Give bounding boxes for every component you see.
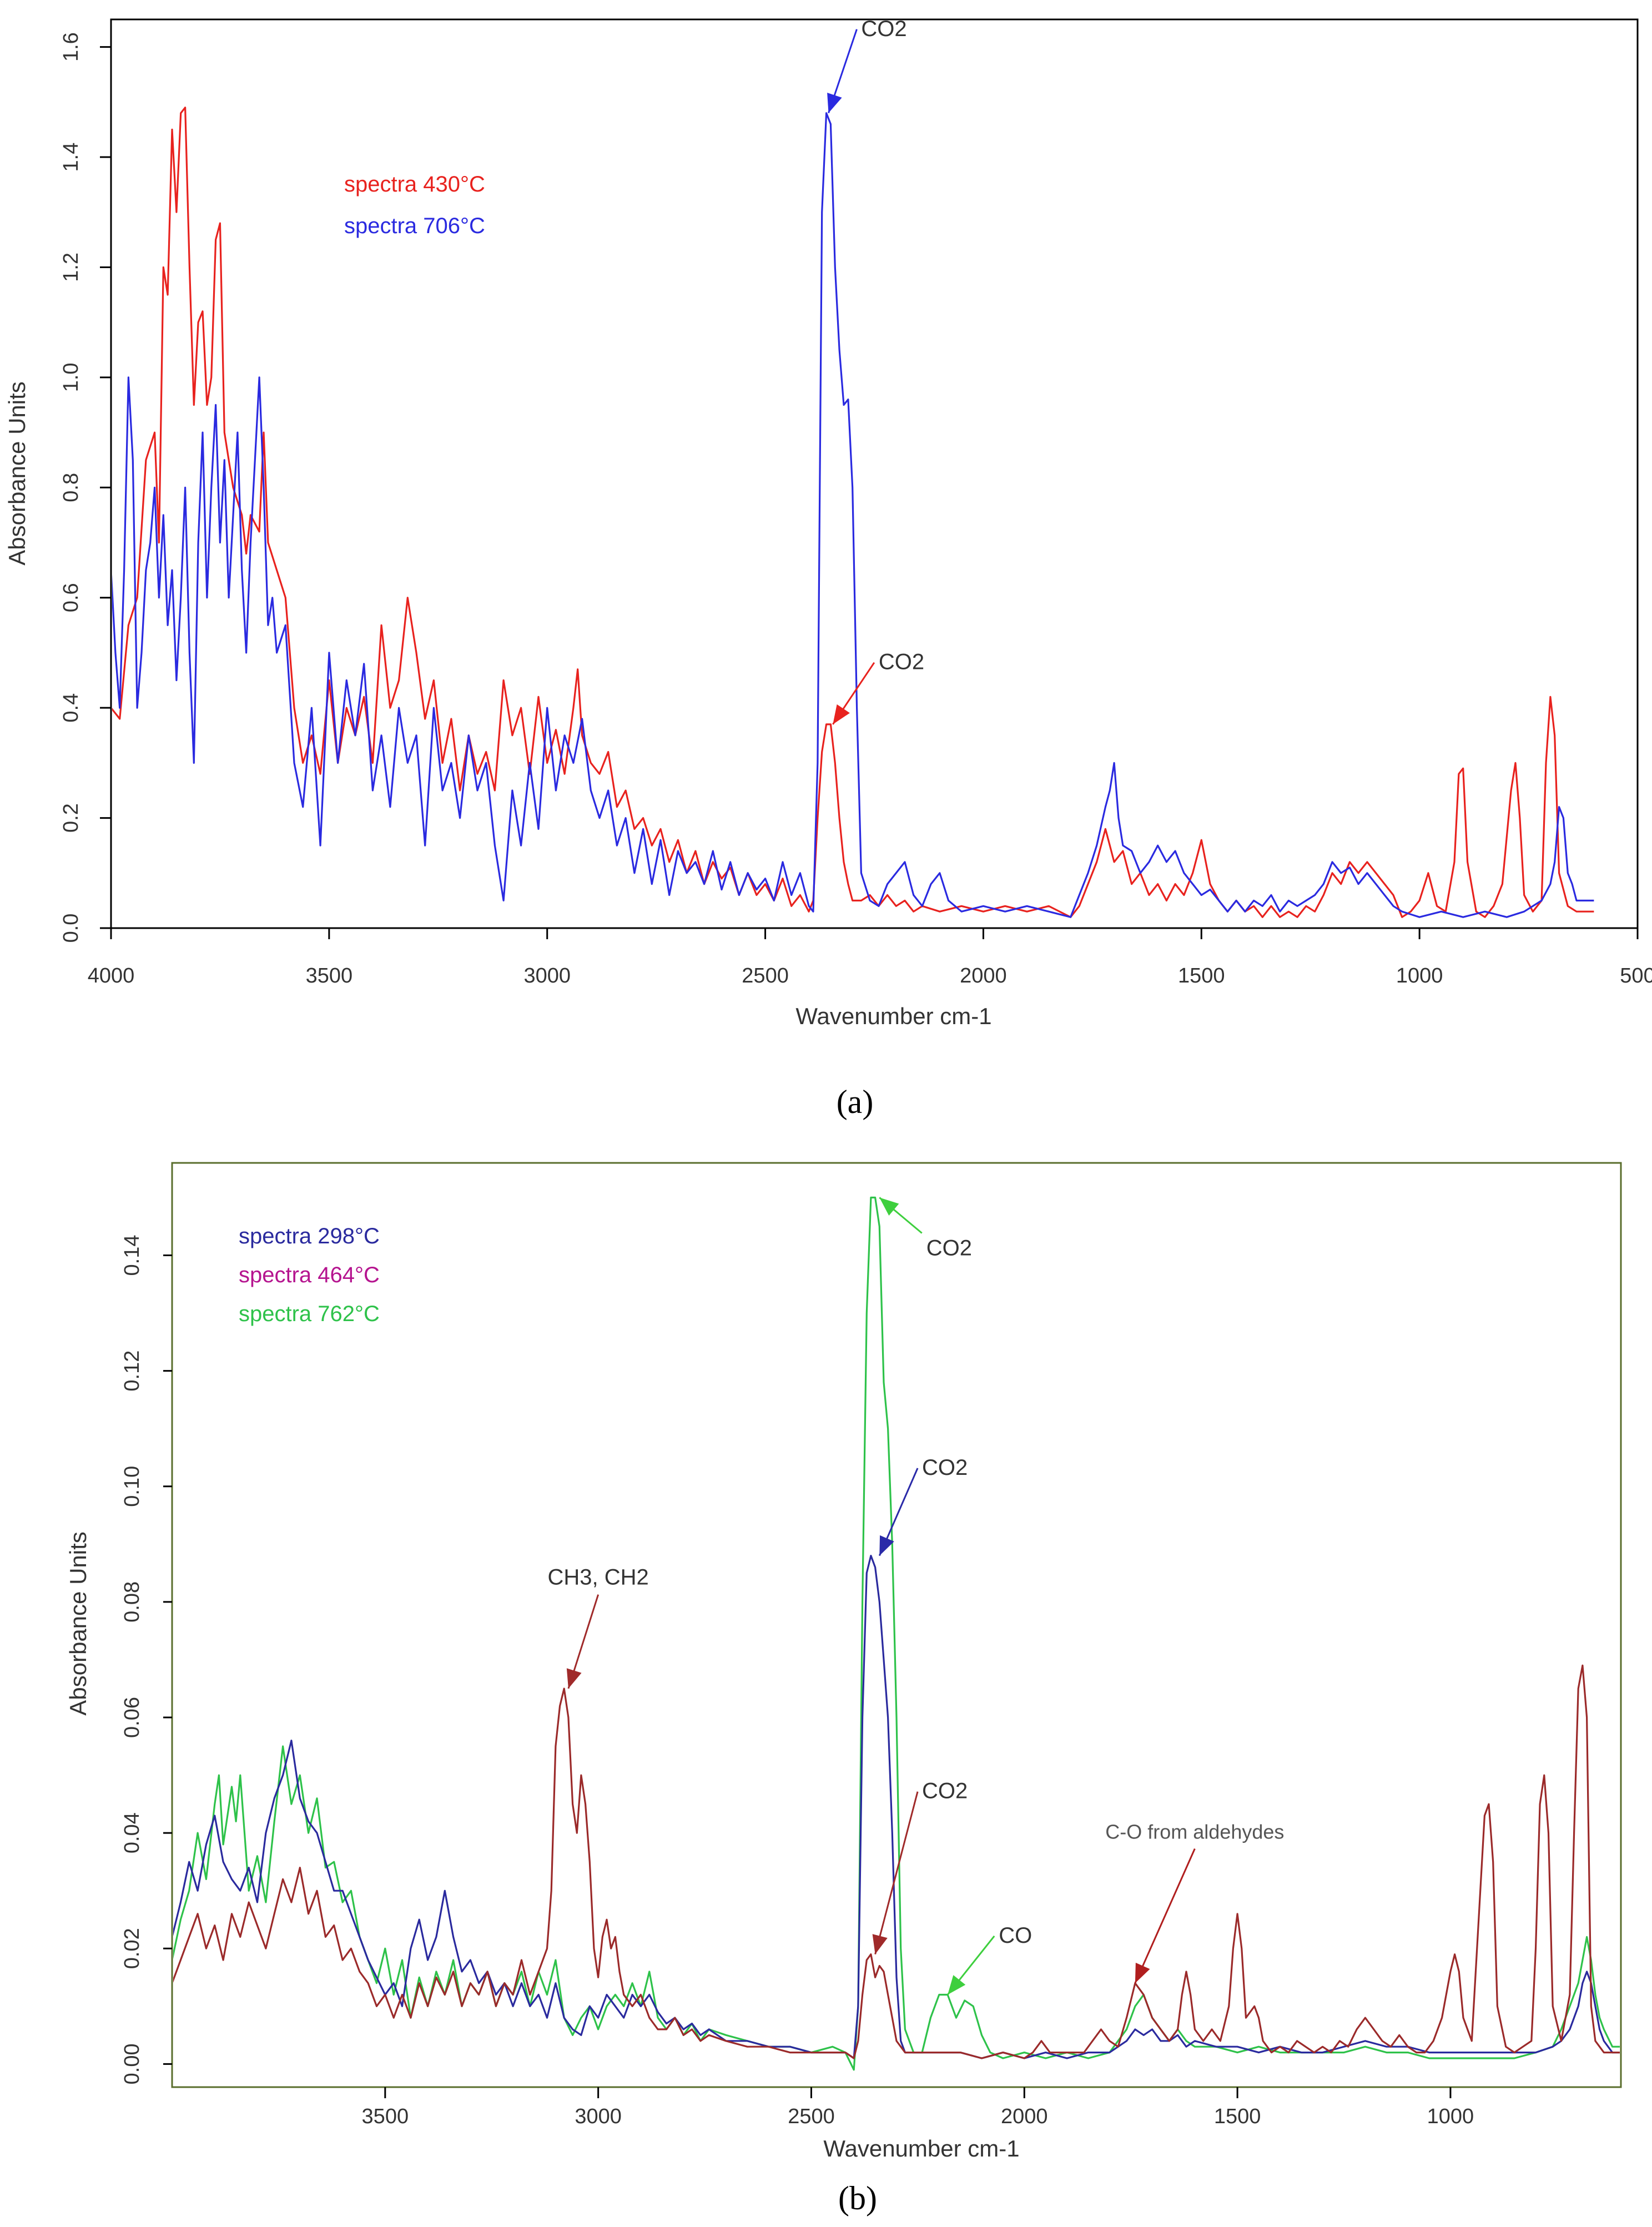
x-tick-label: 2000	[960, 964, 1007, 987]
plot-frame	[171, 1162, 1622, 2088]
legend-entry: spectra 706°C	[344, 214, 485, 238]
legend-entry: spectra 464°C	[239, 1263, 380, 1287]
y-tick-label: 0.02	[120, 1928, 144, 1969]
annotation-label: CO2	[926, 1236, 972, 1261]
legend-entry: spectra 298°C	[239, 1224, 380, 1248]
y-tick-label: 1.4	[59, 143, 83, 172]
legend-entry: spectra 762°C	[239, 1302, 380, 1326]
x-tick-label: 3500	[306, 964, 353, 987]
x-tick-label: 3000	[523, 964, 571, 987]
annotation-label: C-O from aldehydes	[1105, 1821, 1284, 1843]
plot-frame	[110, 18, 1639, 929]
series-line-430c	[112, 107, 1594, 918]
y-tick-label: 0.08	[120, 1581, 144, 1623]
annotation-label: CO2	[861, 17, 906, 41]
x-tick-label: 4000	[88, 964, 135, 987]
series-group	[112, 107, 1594, 918]
annotation-label: CO2	[922, 1455, 968, 1480]
annotation-label: CH3, CH2	[548, 1565, 649, 1590]
x-tick-label: 2500	[742, 964, 789, 987]
annotation-arrowhead	[1135, 1962, 1150, 1983]
chart-panel-b: 0.00 0.02 0.04 0.06 0.08 0.10 0.12 0.14 3500 3000…	[65, 1162, 1622, 2216]
y-axis-title: Absorbance Units	[65, 1531, 91, 1716]
annotation-arrowhead	[879, 1197, 899, 1216]
y-tick-label: 0.4	[59, 693, 83, 723]
annotation-arrowhead	[879, 1535, 894, 1556]
series-group	[173, 1196, 1620, 2071]
x-tick-label: 3500	[362, 2105, 409, 2128]
y-tick-label: 0.0	[59, 914, 83, 943]
y-tick-label: 0.10	[120, 1466, 144, 1507]
annotation-label: CO2	[879, 650, 924, 674]
x-tick-label: 2000	[1001, 2105, 1048, 2128]
y-tick-label: 0.12	[120, 1351, 144, 1392]
x-tick-label: 500	[1620, 964, 1652, 987]
y-tick-label: 0.14	[120, 1235, 144, 1276]
panel-label: (b)	[838, 2180, 877, 2216]
annotation-label: CO	[999, 1923, 1032, 1948]
annotation-label: CO2	[922, 1779, 968, 1803]
legend-entry: spectra 430°C	[344, 172, 485, 196]
x-axis-title: Wavenumber cm-1	[795, 1003, 991, 1029]
y-tick-label: 0.06	[120, 1697, 144, 1738]
annotation-arrowhead	[833, 704, 850, 724]
annotation-arrowhead	[827, 92, 842, 113]
annotation-arrowhead	[948, 1975, 966, 1995]
x-tick-label: 1000	[1396, 964, 1443, 987]
x-tick-label: 1500	[1214, 2105, 1261, 2128]
x-tick-label: 2500	[788, 2105, 835, 2128]
x-tick-label: 3000	[575, 2105, 622, 2128]
annotation-arrow	[1134, 1848, 1196, 1984]
annotation-arrowhead	[872, 1934, 888, 1954]
annotation-arrowhead	[566, 1668, 582, 1689]
x-axis-title: Wavenumber cm-1	[823, 2135, 1019, 2162]
x-tick-label: 1000	[1427, 2105, 1474, 2128]
series-line-706c	[112, 112, 1594, 918]
y-tick-label: 0.8	[59, 473, 83, 502]
panel-label: (a)	[837, 1084, 874, 1120]
y-tick-label: 0.6	[59, 583, 83, 612]
y-tick-label: 1.6	[59, 32, 83, 62]
x-tick-label: 1500	[1178, 964, 1225, 987]
y-tick-label: 0.2	[59, 803, 83, 833]
chart-panel-a: 0.0 0.2 0.4 0.6 0.8 1.0 1.2 1.4 1.6 4000 3500 3000 2…	[4, 17, 1652, 1120]
y-tick-label: 0.00	[120, 2043, 144, 2084]
y-tick-label: 1.2	[59, 253, 83, 282]
series-line-464c	[173, 1664, 1620, 2059]
y-axis-title: Absorbance Units	[4, 381, 30, 566]
annotation-arrow	[874, 1791, 919, 1955]
y-tick-label: 0.04	[120, 1812, 144, 1853]
y-tick-label: 1.0	[59, 362, 83, 392]
